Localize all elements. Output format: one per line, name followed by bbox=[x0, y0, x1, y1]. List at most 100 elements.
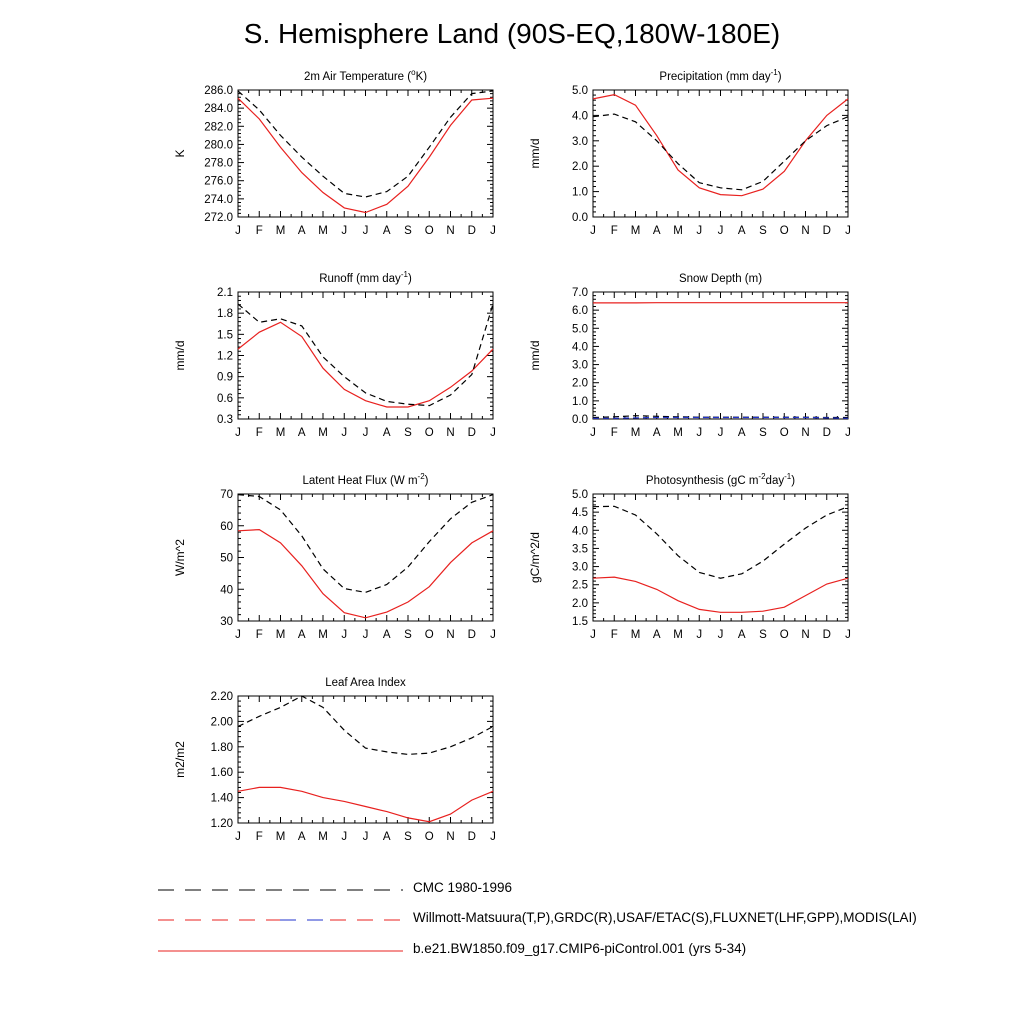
x-tick-label: O bbox=[425, 427, 434, 439]
x-tick-label: S bbox=[404, 427, 412, 439]
x-tick-label: J bbox=[845, 225, 851, 237]
chart-title-part: -1 bbox=[401, 270, 409, 279]
chart-title-part: K) bbox=[416, 71, 428, 83]
y-axis-label: mm/d bbox=[173, 341, 187, 371]
x-tick-label: N bbox=[801, 225, 809, 237]
x-tick-label: S bbox=[759, 629, 767, 641]
x-tick-label: D bbox=[823, 629, 831, 641]
plot-frame bbox=[237, 89, 494, 218]
series-line-obs_alt bbox=[593, 416, 849, 419]
y-tick-label: 1.2 bbox=[217, 351, 233, 363]
chart-title: Snow Depth (m) bbox=[679, 273, 762, 285]
chart-title-part: o bbox=[411, 68, 416, 77]
x-tick-label: J bbox=[590, 225, 596, 237]
y-axis-label: K bbox=[173, 149, 187, 157]
x-tick-label: J bbox=[490, 225, 496, 237]
y-tick-label: 2.0 bbox=[572, 161, 588, 173]
x-tick-label: D bbox=[823, 427, 831, 439]
x-tick-label: A bbox=[738, 225, 746, 237]
y-tick-label: 278.0 bbox=[204, 158, 233, 170]
series-line-cmc bbox=[237, 303, 494, 407]
plot-frame bbox=[592, 291, 849, 420]
x-tick-label: J bbox=[341, 831, 347, 843]
x-tick-label: J bbox=[590, 629, 596, 641]
x-tick-label: M bbox=[276, 225, 286, 237]
y-tick-label: 274.0 bbox=[204, 194, 233, 206]
y-tick-label: 2.0 bbox=[572, 598, 588, 610]
x-tick-label: O bbox=[425, 225, 434, 237]
y-tick-label: 0.0 bbox=[572, 212, 588, 224]
x-tick-label: J bbox=[235, 831, 241, 843]
x-tick-label: S bbox=[404, 629, 412, 641]
x-tick-label: M bbox=[673, 629, 683, 641]
x-tick-label: J bbox=[363, 629, 369, 641]
x-tick-label: J bbox=[718, 629, 724, 641]
chart-panel-2: J F M A M J J A S O N D J0.01.02.03.04.05.0Precipita… bbox=[528, 68, 851, 237]
chart-title: Latent Heat Flux (W m-2) bbox=[302, 472, 428, 487]
chart-title-part: Precipitation (mm day bbox=[659, 71, 770, 83]
x-tick-label: A bbox=[653, 225, 661, 237]
y-tick-label: 30 bbox=[220, 616, 233, 628]
x-tick-label: J bbox=[696, 427, 702, 439]
y-tick-label: 1.5 bbox=[572, 616, 588, 628]
x-tick-label: M bbox=[673, 225, 683, 237]
x-tick-label: A bbox=[653, 629, 661, 641]
chart-title: Runoff (mm day-1) bbox=[319, 270, 412, 285]
chart-title-part: Leaf Area Index bbox=[325, 677, 406, 689]
y-tick-label: 2.20 bbox=[211, 691, 233, 703]
x-tick-label: J bbox=[363, 831, 369, 843]
x-tick-label: A bbox=[298, 427, 306, 439]
y-tick-label: 50 bbox=[220, 553, 233, 565]
y-axis-label: mm/d bbox=[528, 341, 542, 371]
chart-title-part: 2m Air Temperature ( bbox=[304, 71, 411, 83]
x-tick-label: F bbox=[611, 629, 618, 641]
y-axis-label: gC/m^2/d bbox=[528, 532, 542, 583]
y-tick-label: 2.0 bbox=[572, 378, 588, 390]
x-tick-label: D bbox=[823, 225, 831, 237]
y-tick-label: 280.0 bbox=[204, 139, 233, 151]
x-tick-label: M bbox=[631, 225, 641, 237]
y-tick-label: 5.0 bbox=[572, 85, 588, 97]
x-tick-label: M bbox=[276, 427, 286, 439]
chart-panel-6: J F M A M J J A S O N D J1.52.02.53.03.54.04.55.0Pho… bbox=[528, 472, 851, 641]
chart-panel-1: J F M A M J J A S O N D J272.0274.0276.0278.0280.028… bbox=[173, 68, 496, 237]
y-tick-label: 2.1 bbox=[217, 287, 233, 299]
chart-title-part: Runoff (mm day bbox=[319, 273, 401, 285]
y-tick-label: 5.0 bbox=[572, 323, 588, 335]
series-line-model bbox=[237, 528, 494, 619]
chart-title-part: day bbox=[766, 475, 785, 487]
x-tick-label: S bbox=[759, 225, 767, 237]
y-tick-label: 1.8 bbox=[217, 308, 233, 320]
x-tick-label: A bbox=[298, 225, 306, 237]
chart-title: 2m Air Temperature (oK) bbox=[304, 68, 427, 83]
y-tick-label: 0.6 bbox=[217, 393, 233, 405]
plot-frame bbox=[237, 493, 494, 622]
plot-frame bbox=[592, 493, 849, 622]
x-tick-label: D bbox=[468, 831, 476, 843]
x-tick-label: D bbox=[468, 629, 476, 641]
chart-title-part: -1 bbox=[771, 68, 779, 77]
x-tick-label: M bbox=[318, 427, 328, 439]
x-tick-label: O bbox=[425, 629, 434, 641]
series-line-model bbox=[237, 97, 494, 214]
x-tick-label: N bbox=[446, 629, 454, 641]
chart-title-part: Latent Heat Flux (W m bbox=[302, 475, 417, 487]
x-tick-label: J bbox=[490, 831, 496, 843]
x-tick-label: J bbox=[235, 427, 241, 439]
series-line-model bbox=[237, 786, 494, 823]
chart-title-part: Snow Depth (m) bbox=[679, 273, 762, 285]
y-tick-label: 5.0 bbox=[572, 489, 588, 501]
page-title: S. Hemisphere Land (90S-EQ,180W-180E) bbox=[243, 18, 781, 49]
chart-panel-3: J F M A M J J A S O N D J0.30.60.91.21.51.82.1Runoff… bbox=[173, 270, 496, 439]
x-tick-label: M bbox=[318, 225, 328, 237]
plot-frame bbox=[237, 291, 494, 420]
y-tick-label: 6.0 bbox=[572, 305, 588, 317]
y-tick-label: 1.20 bbox=[211, 818, 233, 830]
x-tick-label: N bbox=[446, 225, 454, 237]
x-tick-label: M bbox=[631, 629, 641, 641]
y-tick-label: 286.0 bbox=[204, 85, 233, 97]
series-line-cmc bbox=[237, 695, 494, 756]
y-tick-label: 60 bbox=[220, 521, 233, 533]
